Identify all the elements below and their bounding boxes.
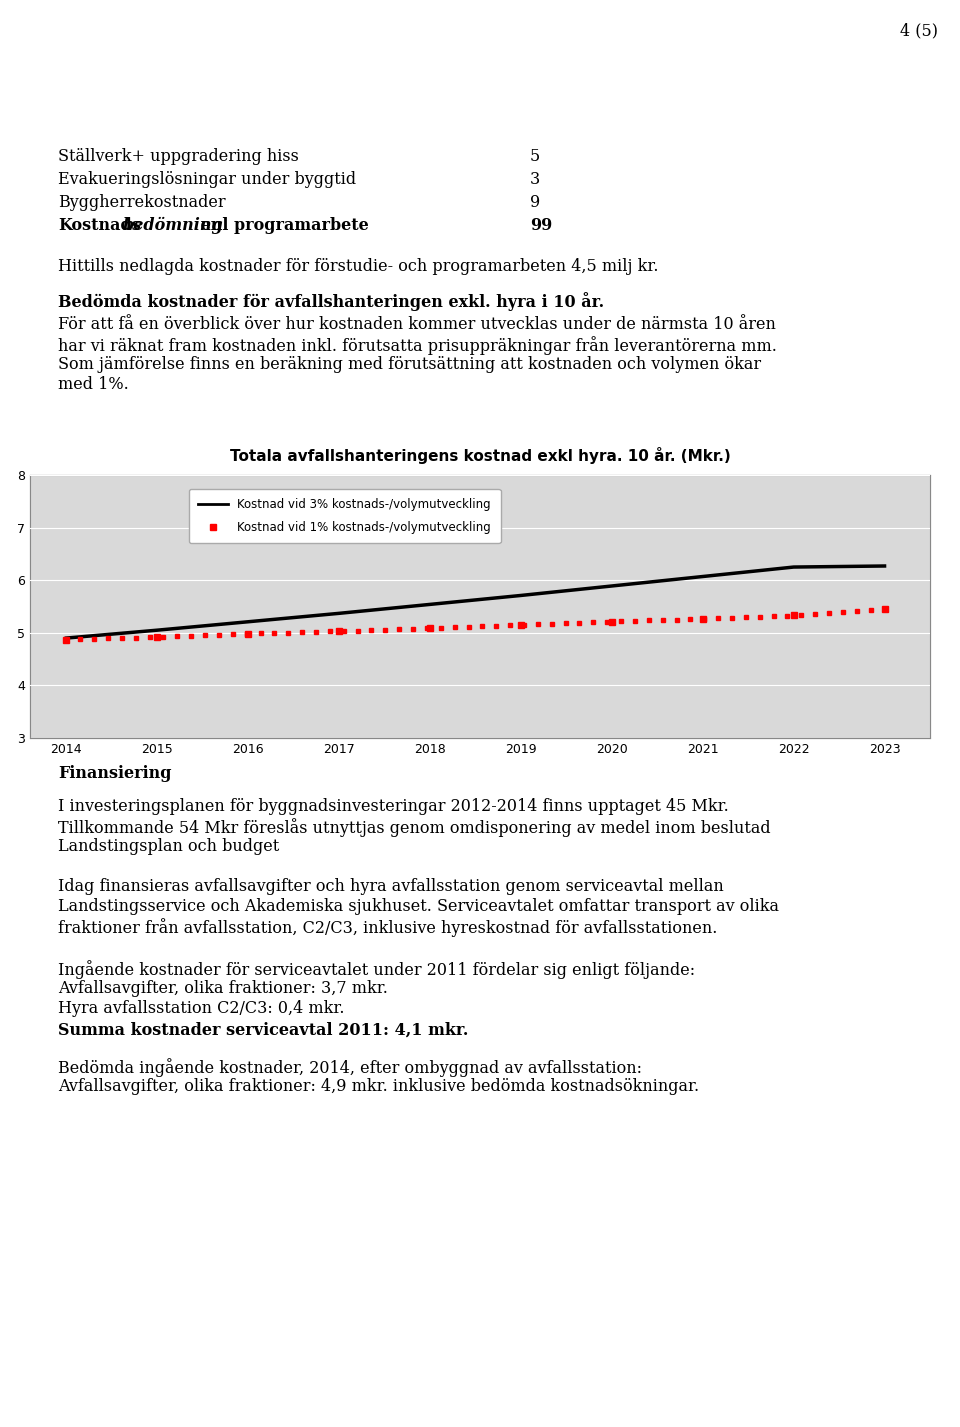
Text: enl programarbete: enl programarbete — [195, 217, 369, 234]
Text: Evakueringslösningar under byggtid: Evakueringslösningar under byggtid — [58, 171, 356, 188]
Text: Avfallsavgifter, olika fraktioner: 4,9 mkr. inklusive bedömda kostnadsökningar.: Avfallsavgifter, olika fraktioner: 4,9 m… — [58, 1077, 699, 1095]
Text: Hyra avfallsstation C2/C3: 0,4 mkr.: Hyra avfallsstation C2/C3: 0,4 mkr. — [58, 1000, 345, 1017]
Text: fraktioner från avfallsstation, C2/C3, inklusive hyreskostnad för avfallsstation: fraktioner från avfallsstation, C2/C3, i… — [58, 918, 717, 938]
Text: För att få en överblick över hur kostnaden kommer utvecklas under de närmsta 10 : För att få en överblick över hur kostnad… — [58, 315, 776, 332]
Text: Kostnads: Kostnads — [58, 217, 141, 234]
Legend: Kostnad vid 3% kostnads-/volymutveckling, Kostnad vid 1% kostnads-/volymutveckli: Kostnad vid 3% kostnads-/volymutveckling… — [189, 489, 500, 544]
Text: Hittills nedlagda kostnader för förstudie- och programarbeten 4,5 milj kr.: Hittills nedlagda kostnader för förstudi… — [58, 258, 659, 275]
Text: 9: 9 — [530, 194, 540, 211]
Text: med 1%.: med 1%. — [58, 375, 129, 392]
Text: Idag finansieras avfallsavgifter och hyra avfallsstation genom serviceavtal mell: Idag finansieras avfallsavgifter och hyr… — [58, 878, 724, 895]
Text: Ställverk+ uppgradering hiss: Ställverk+ uppgradering hiss — [58, 148, 299, 166]
Text: 5: 5 — [530, 148, 540, 166]
Text: 99: 99 — [530, 217, 552, 234]
Text: bedömning: bedömning — [123, 217, 224, 234]
Text: Landstingsservice och Akademiska sjukhuset. Serviceavtalet omfattar transport av: Landstingsservice och Akademiska sjukhus… — [58, 898, 779, 915]
Text: Bedömda kostnader för avfallshanteringen exkl. hyra i 10 år.: Bedömda kostnader för avfallshanteringen… — [58, 293, 604, 311]
Text: I investeringsplanen för byggnadsinvesteringar 2012-2014 finns upptaget 45 Mkr.: I investeringsplanen för byggnadsinveste… — [58, 798, 729, 815]
Text: Summa kostnader serviceavtal 2011: 4,1 mkr.: Summa kostnader serviceavtal 2011: 4,1 m… — [58, 1022, 468, 1039]
Bar — [30, 475, 930, 738]
Text: Landstingsplan och budget: Landstingsplan och budget — [58, 838, 279, 855]
Title: Totala avfallshanteringens kostnad exkl hyra. 10 år. (Mkr.): Totala avfallshanteringens kostnad exkl … — [229, 447, 731, 464]
Text: Ingående kostnader för serviceavtalet under 2011 fördelar sig enligt följande:: Ingående kostnader för serviceavtalet un… — [58, 960, 695, 979]
Text: Bedömda ingående kostnader, 2014, efter ombyggnad av avfallsstation:: Bedömda ingående kostnader, 2014, efter … — [58, 1057, 642, 1077]
Text: 4 (5): 4 (5) — [900, 21, 938, 39]
Text: Tillkommande 54 Mkr föreslås utnyttjas genom omdisponering av medel inom besluta: Tillkommande 54 Mkr föreslås utnyttjas g… — [58, 818, 771, 836]
Text: har vi räknat fram kostnaden inkl. förutsatta prisuppräkningar från leverantörer: har vi räknat fram kostnaden inkl. förut… — [58, 335, 777, 355]
Text: Byggherrekostnader: Byggherrekostnader — [58, 194, 226, 211]
Text: 3: 3 — [530, 171, 540, 188]
Text: Avfallsavgifter, olika fraktioner: 3,7 mkr.: Avfallsavgifter, olika fraktioner: 3,7 m… — [58, 980, 388, 997]
Text: Som jämförelse finns en beräkning med förutsättning att kostnaden och volymen ök: Som jämförelse finns en beräkning med fö… — [58, 355, 761, 372]
Text: Finansiering: Finansiering — [58, 765, 172, 782]
